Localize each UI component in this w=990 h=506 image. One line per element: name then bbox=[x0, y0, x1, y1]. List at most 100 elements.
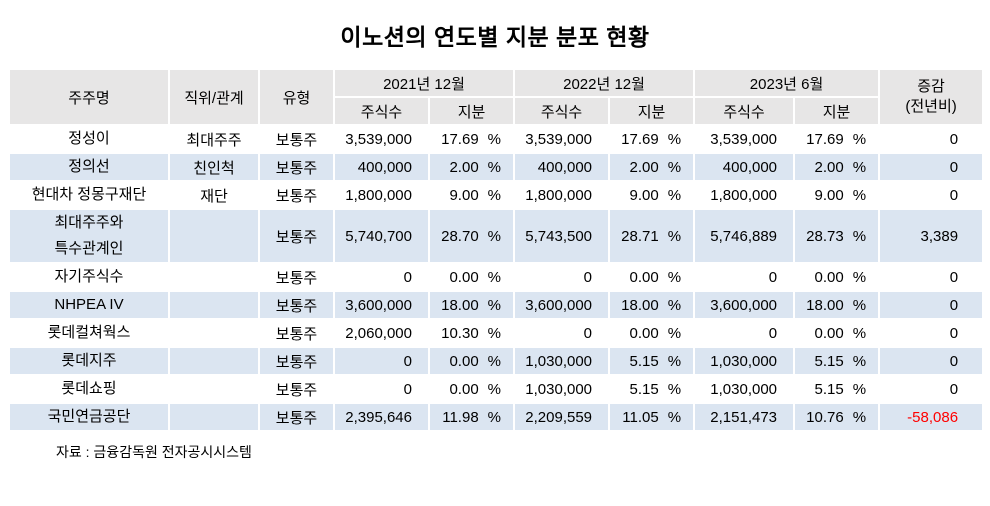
cell-change: 0 bbox=[878, 262, 985, 292]
cell-shares-2: 2,151,473 bbox=[693, 402, 796, 432]
cell-position bbox=[168, 318, 260, 348]
percent-sign: % bbox=[667, 158, 682, 176]
cell-change: 0 bbox=[878, 124, 985, 154]
percent-sign: % bbox=[852, 158, 867, 176]
percent-sign: % bbox=[487, 380, 502, 398]
cell-shares-0: 5,740,700 bbox=[333, 208, 430, 264]
stake-value: 2.00 bbox=[629, 158, 659, 176]
table-row: 정성이 최대주주 보통주 3,539,000 17.69% 3,539,000 17.69%… bbox=[8, 124, 985, 154]
percent-sign: % bbox=[487, 158, 502, 176]
cell-stake-2: 5.15% bbox=[793, 346, 881, 376]
col-header-period-2022: 2022년 12월 bbox=[513, 68, 696, 98]
percent-sign: % bbox=[667, 268, 682, 286]
cell-shares-2: 0 bbox=[693, 262, 796, 292]
cell-stake-1: 5.15% bbox=[608, 374, 696, 404]
percent-sign: % bbox=[667, 352, 682, 370]
cell-position bbox=[168, 262, 260, 292]
col-header-period-2021: 2021년 12월 bbox=[332, 68, 516, 98]
percent-sign: % bbox=[487, 268, 502, 286]
cell-stake-1: 0.00% bbox=[608, 318, 696, 348]
cell-stake-0: 0.00% bbox=[427, 346, 516, 376]
cell-stake-0: 18.00% bbox=[427, 290, 516, 320]
percent-sign: % bbox=[667, 408, 682, 426]
stake-value: 2.00 bbox=[814, 158, 844, 176]
table-row: NHPEA IV 보통주 3,600,000 18.00% 3,600,000 18.00… bbox=[8, 290, 985, 320]
percent-sign: % bbox=[667, 227, 682, 245]
cell-shareholder: 현대차 정몽구재단 bbox=[8, 180, 170, 210]
cell-shares-1: 2,209,559 bbox=[513, 402, 611, 432]
col-header-change: 증감 (전년비) bbox=[878, 68, 985, 126]
cell-shares-0: 3,600,000 bbox=[333, 290, 430, 320]
cell-change: 0 bbox=[878, 346, 985, 376]
stake-value: 5.15 bbox=[629, 352, 659, 370]
cell-shares-1: 1,800,000 bbox=[513, 180, 611, 210]
percent-sign: % bbox=[852, 324, 867, 342]
col-header-type: 유형 bbox=[258, 68, 335, 126]
percent-sign: % bbox=[852, 352, 867, 370]
stake-value: 0.00 bbox=[629, 268, 659, 286]
col-header-shares-2021: 주식수 bbox=[333, 96, 430, 126]
percent-sign: % bbox=[667, 296, 682, 314]
percent-sign: % bbox=[487, 130, 502, 148]
cell-stake-1: 18.00% bbox=[608, 290, 696, 320]
cell-stake-0: 17.69% bbox=[427, 124, 516, 154]
table-header: 주주명 직위/관계 유형 2021년 12월 2022년 12월 2023년 6… bbox=[8, 68, 985, 126]
col-header-stake-2023: 지분 bbox=[793, 96, 881, 126]
cell-stake-0: 0.00% bbox=[427, 262, 516, 292]
cell-shares-1: 1,030,000 bbox=[513, 346, 611, 376]
cell-shares-0: 2,395,646 bbox=[333, 402, 430, 432]
cell-shares-2: 1,030,000 bbox=[693, 346, 796, 376]
stake-value: 5.15 bbox=[814, 352, 844, 370]
stake-value: 5.15 bbox=[629, 380, 659, 398]
cell-type: 보통주 bbox=[258, 262, 335, 292]
percent-sign: % bbox=[852, 380, 867, 398]
stake-value: 17.69 bbox=[806, 130, 844, 148]
source-note: 자료 : 금융감독원 전자공시시스템 bbox=[56, 444, 252, 460]
cell-type: 보통주 bbox=[258, 402, 335, 432]
stake-value: 28.71 bbox=[621, 227, 659, 245]
col-header-shares-2023: 주식수 bbox=[693, 96, 796, 126]
cell-stake-2: 0.00% bbox=[793, 318, 881, 348]
cell-shareholder: 최대주주와 특수관계인 bbox=[8, 208, 170, 264]
percent-sign: % bbox=[852, 408, 867, 426]
cell-stake-2: 28.73% bbox=[793, 208, 881, 264]
cell-type: 보통주 bbox=[258, 152, 335, 182]
stake-value: 17.69 bbox=[621, 130, 659, 148]
page: 이노션의 연도별 지분 분포 현황 주주명 직위/관계 유형 2021년 12월… bbox=[8, 24, 985, 460]
stake-value: 9.00 bbox=[449, 186, 479, 204]
percent-sign: % bbox=[852, 268, 867, 286]
cell-shares-1: 400,000 bbox=[513, 152, 611, 182]
table-header-row-2: 주식수 지분 주식수 지분 주식수 지분 bbox=[9, 96, 983, 126]
cell-position bbox=[168, 346, 260, 376]
cell-shareholder: 자기주식수 bbox=[8, 262, 170, 292]
cell-shares-1: 3,539,000 bbox=[513, 124, 611, 154]
stake-value: 0.00 bbox=[449, 268, 479, 286]
cell-stake-0: 11.98% bbox=[427, 402, 516, 432]
cell-position: 최대주주 bbox=[168, 124, 260, 154]
cell-change: 0 bbox=[878, 318, 985, 348]
percent-sign: % bbox=[667, 380, 682, 398]
stake-value: 9.00 bbox=[814, 186, 844, 204]
table-row: 국민연금공단 보통주 2,395,646 11.98% 2,209,559 11.05% 2… bbox=[8, 402, 985, 432]
cell-stake-1: 17.69% bbox=[608, 124, 696, 154]
cell-shares-0: 3,539,000 bbox=[333, 124, 430, 154]
percent-sign: % bbox=[667, 186, 682, 204]
cell-position: 재단 bbox=[168, 180, 260, 210]
col-header-change-label: 증감 bbox=[917, 77, 945, 95]
cell-change: 3,389 bbox=[878, 208, 985, 264]
cell-shares-0: 0 bbox=[333, 374, 430, 404]
cell-stake-1: 9.00% bbox=[608, 180, 696, 210]
stake-value: 18.00 bbox=[621, 296, 659, 314]
table-row: 롯데쇼핑 보통주 0 0.00% 1,030,000 5.15% 1,030,000 5.15… bbox=[8, 374, 985, 404]
cell-stake-2: 10.76% bbox=[793, 402, 881, 432]
cell-stake-0: 9.00% bbox=[427, 180, 516, 210]
cell-stake-2: 5.15% bbox=[793, 374, 881, 404]
cell-stake-2: 18.00% bbox=[793, 290, 881, 320]
stake-value: 10.30 bbox=[441, 324, 479, 342]
cell-type: 보통주 bbox=[258, 180, 335, 210]
cell-stake-1: 0.00% bbox=[608, 262, 696, 292]
cell-position bbox=[168, 208, 260, 264]
cell-stake-2: 0.00% bbox=[793, 262, 881, 292]
percent-sign: % bbox=[852, 296, 867, 314]
stake-value: 18.00 bbox=[441, 296, 479, 314]
